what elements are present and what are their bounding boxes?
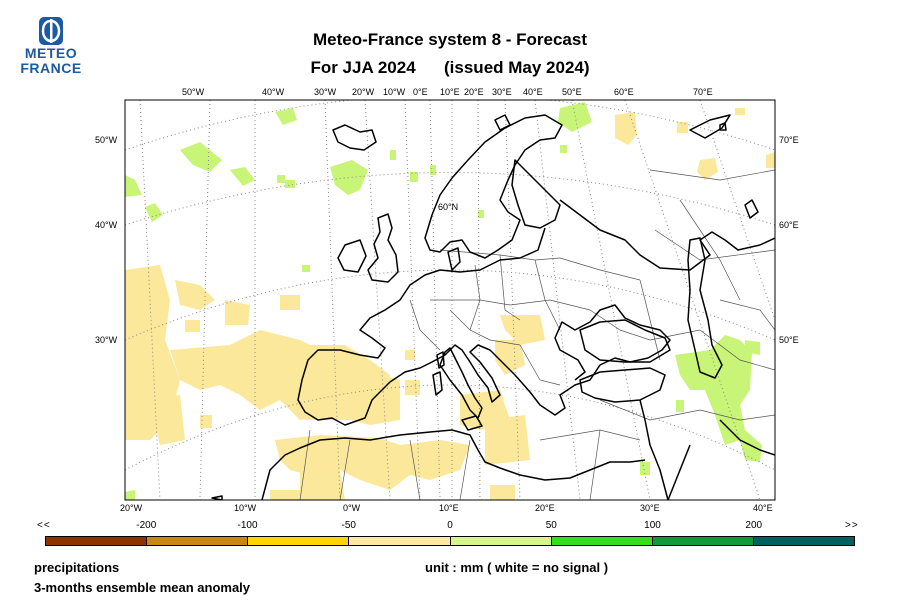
top-lon-label-12: 70°E	[693, 87, 713, 97]
country-borders	[299, 169, 775, 500]
colorbar-tick-label: -50	[341, 520, 356, 531]
top-lon-label-10: 50°E	[562, 87, 582, 97]
latitude-label-60n: 60°N	[438, 202, 459, 212]
top-lon-label-11: 60°E	[614, 87, 634, 97]
wet-anomaly-areas	[125, 102, 762, 500]
left-lat-label-0: 50°W	[95, 135, 118, 145]
top-lon-label-1: 40°W	[262, 87, 285, 97]
bottom-lon-label-5: 30°E	[640, 503, 660, 513]
right-lat-label-1: 60°E	[779, 220, 799, 230]
colorbar-segment-2	[248, 537, 350, 545]
top-lon-label-8: 30°E	[492, 87, 512, 97]
bottom-lon-label-6: 40°E	[753, 503, 773, 513]
top-lon-label-9: 40°E	[523, 87, 543, 97]
top-lon-label-2: 30°W	[314, 87, 337, 97]
bottom-lon-label-0: 20°W	[120, 503, 143, 513]
colorbar-segment-1	[147, 537, 249, 545]
issued-label: (issued May 2024)	[444, 58, 590, 77]
top-lon-label-4: 10°W	[383, 87, 406, 97]
graticule-lines	[125, 100, 775, 500]
top-lon-label-3: 20°W	[352, 87, 375, 97]
colorbar-segment-6	[652, 537, 754, 545]
bottom-lon-label-3: 10°E	[439, 503, 459, 513]
season-label: For JJA 2024	[310, 58, 416, 77]
chart-title: Meteo-France system 8 - Forecast	[313, 30, 587, 49]
right-lat-label-0: 70°E	[779, 135, 799, 145]
colorbar-right-arrow: >>	[845, 520, 859, 531]
colorbar-tick-label: -100	[237, 520, 258, 531]
bottom-lon-label-2: 0°W	[343, 503, 361, 513]
dry-anomaly-areas	[125, 108, 775, 500]
colorbar-left-arrow: <<	[37, 520, 51, 531]
colorbar-segment-0	[46, 537, 148, 545]
colorbar	[45, 536, 855, 546]
left-lat-label-1: 40°W	[95, 220, 118, 230]
colorbar-tick-label: 0	[447, 520, 453, 531]
colorbar-segment-5	[551, 537, 653, 545]
variable-label: precipitations	[34, 560, 120, 575]
colorbar-tick-label: 100	[644, 520, 661, 531]
top-lon-label-6: 10°E	[440, 87, 460, 97]
top-lon-label-0: 50°W	[182, 87, 205, 97]
unit-label: unit : mm ( white = no signal )	[425, 560, 609, 575]
logo-text-france: FRANCE	[20, 60, 82, 76]
coastlines	[211, 114, 775, 500]
description-label: 3-months ensemble mean anomaly	[34, 580, 251, 595]
colorbar-tick-label: -200	[136, 520, 157, 531]
bottom-lon-label-1: 10°W	[234, 503, 257, 513]
colorbar-tick-label: 200	[745, 520, 763, 531]
right-lat-label-2: 50°E	[779, 335, 799, 345]
meteo-france-logo: METEO FRANCE	[16, 16, 86, 76]
logo-mark-icon	[39, 17, 63, 45]
logo-text-meteo: METEO	[24, 45, 78, 61]
bottom-lon-label-4: 20°E	[535, 503, 555, 513]
colorbar-segment-7	[753, 537, 854, 545]
colorbar-segment-4	[450, 537, 552, 545]
top-lon-label-7: 20°E	[464, 87, 484, 97]
colorbar-tick-label: 50	[545, 520, 557, 531]
map-frame	[124, 99, 776, 501]
chart-subtitle: For JJA 2024 (issued May 2024)	[250, 58, 650, 78]
top-lon-label-5: 0°E	[413, 87, 428, 97]
left-lat-label-2: 30°W	[95, 335, 118, 345]
colorbar-segment-3	[349, 537, 451, 545]
